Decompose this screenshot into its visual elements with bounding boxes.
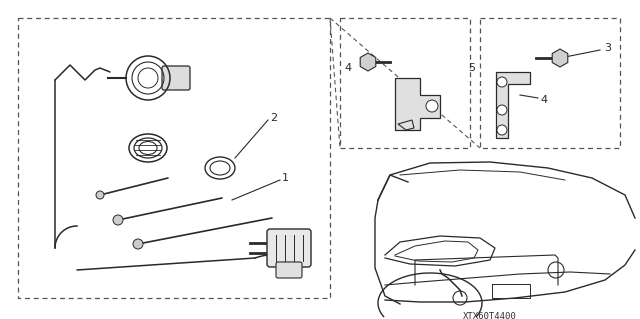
Polygon shape (360, 53, 376, 71)
Polygon shape (496, 72, 530, 138)
Polygon shape (398, 120, 414, 130)
Circle shape (133, 239, 143, 249)
Circle shape (497, 125, 507, 135)
Circle shape (497, 77, 507, 87)
Circle shape (96, 191, 104, 199)
Text: 1: 1 (282, 173, 289, 183)
Text: 5: 5 (468, 63, 475, 73)
FancyBboxPatch shape (276, 262, 302, 278)
Polygon shape (552, 49, 568, 67)
FancyBboxPatch shape (267, 229, 311, 267)
Text: 3: 3 (604, 43, 611, 53)
Circle shape (113, 215, 123, 225)
Text: XTX60T4400: XTX60T4400 (463, 312, 517, 319)
Text: 4: 4 (344, 63, 351, 73)
Text: 2: 2 (270, 113, 277, 123)
Polygon shape (395, 78, 440, 130)
Circle shape (426, 100, 438, 112)
Text: 4: 4 (540, 95, 547, 105)
Circle shape (497, 105, 507, 115)
FancyBboxPatch shape (162, 66, 190, 90)
